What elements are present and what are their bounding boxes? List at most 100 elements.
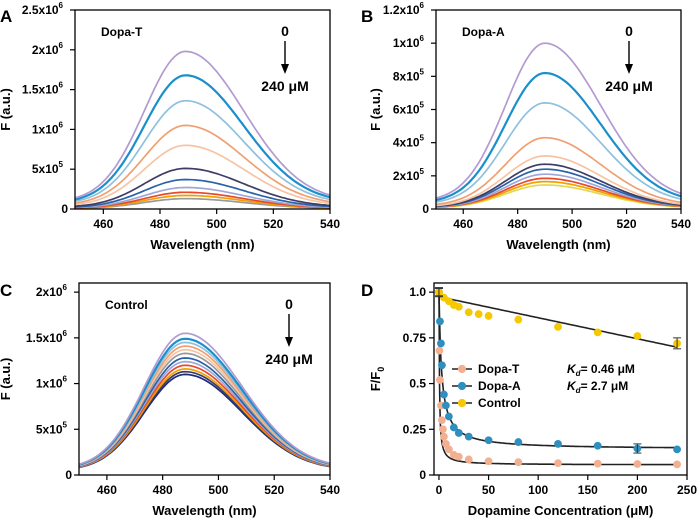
x-tick-label: 100	[528, 483, 548, 497]
sample-name: Dopa-A	[462, 25, 505, 39]
y-tick-main: 4x10	[393, 136, 420, 150]
legend-marker	[457, 364, 467, 374]
y-tick-label: 5x105	[36, 420, 68, 436]
y-tick-exponent: 5	[420, 101, 425, 110]
legend-label: Control	[478, 396, 521, 410]
kd-symbol: K	[567, 362, 577, 376]
legend-marker	[457, 398, 467, 408]
data-point	[633, 460, 642, 468]
y-tick-label: 0	[419, 468, 426, 482]
kd-annotation: Kd= 2.7 μM	[567, 379, 628, 395]
y-axis-label: F (a.u.)	[0, 358, 13, 401]
y-tick-label: 0	[65, 468, 72, 482]
panel-letter: A	[0, 7, 12, 26]
y-tick-label: 0	[422, 202, 429, 216]
y-tick-label: 0.25	[403, 422, 427, 436]
y-tick-label: 1x106	[36, 375, 68, 391]
x-tick-label: 460	[97, 483, 117, 497]
y-axis-label: F/F0	[368, 367, 386, 392]
y-tick-label: 1x106	[32, 120, 64, 136]
spectrum-curve	[74, 50, 331, 199]
y-tick-main: 5x10	[36, 422, 63, 436]
y-tick-label: 2x106	[36, 283, 68, 299]
x-tick-label: 0	[436, 483, 443, 497]
y-tick-label: 0	[61, 202, 68, 216]
y-tick-exponent: 5	[420, 67, 425, 76]
data-point	[554, 459, 562, 468]
y-tick-label: 5x105	[32, 160, 64, 176]
y-tick-exponent: 6	[59, 120, 64, 129]
data-point	[593, 459, 602, 468]
x-tick-label: 500	[207, 217, 227, 231]
data-point	[554, 440, 562, 448]
x-axis-label: Wavelength (nm)	[152, 503, 256, 518]
x-tick-label: 480	[508, 217, 528, 231]
data-point	[444, 412, 453, 421]
y-tick-label: 1x106	[393, 34, 425, 50]
data-point	[484, 312, 493, 320]
data-point	[444, 445, 453, 454]
x-tick-label: 540	[320, 483, 340, 497]
y-tick-main: 1x10	[32, 122, 59, 136]
spectrum-curve	[435, 102, 682, 203]
arrow-start-label: 0	[281, 23, 289, 39]
arrow-head	[625, 64, 633, 74]
data-point	[593, 441, 602, 450]
data-point	[437, 339, 445, 348]
data-point	[514, 438, 523, 446]
kd-subscript: d	[576, 369, 582, 378]
arrow-start-label: 0	[625, 23, 633, 39]
plot-frame	[78, 282, 331, 476]
y-tick-main: 2.5x10	[22, 3, 59, 17]
fit-line	[438, 295, 678, 348]
panel-D: D 0 50 100 150 200 250 0 0.25 0.5 0.75 1.0 Dopamine …	[361, 281, 697, 518]
y-tick-main: 0	[61, 202, 68, 216]
y-tick-label: 6x105	[393, 101, 425, 117]
x-tick-label: 520	[264, 483, 284, 497]
kd-symbol: K	[567, 379, 577, 393]
x-tick-label: 520	[263, 217, 283, 231]
y-tick-main: 8x10	[393, 69, 420, 83]
sample-name: Dopa-T	[101, 25, 143, 39]
spectrum-curve	[74, 124, 331, 204]
y-tick-main: 2x10	[393, 169, 420, 183]
y-tick-main: 1x10	[36, 377, 63, 391]
data-point	[435, 346, 444, 355]
y-tick-main: 2x10	[32, 43, 59, 57]
x-tick-label: 500	[562, 217, 582, 231]
data-point	[436, 376, 444, 384]
x-axis-label: Wavelength (nm)	[150, 237, 254, 252]
data-point	[449, 423, 458, 432]
y-tick-main: 1.5x10	[26, 331, 63, 345]
data-point	[464, 308, 473, 317]
y-tick-exponent: 5	[63, 420, 68, 429]
x-tick-label: 540	[320, 217, 340, 231]
spectrum-curve	[435, 173, 682, 208]
y-tick-main: 0	[422, 202, 429, 216]
y-tick-exponent: 6	[63, 283, 68, 292]
panel-letter: B	[361, 7, 373, 26]
data-point	[484, 457, 493, 466]
data-point	[439, 425, 447, 434]
x-tick-label: 520	[617, 217, 637, 231]
y-tick-main: 0	[65, 468, 72, 482]
fit-line	[438, 292, 678, 449]
spectrum-curve	[74, 178, 331, 208]
x-tick-label: 200	[627, 483, 647, 497]
y-axis-label-main: F/F	[368, 372, 383, 392]
y-tick-label: 8x105	[393, 67, 425, 83]
data-point	[633, 332, 642, 340]
data-point	[474, 310, 483, 318]
data-point	[440, 390, 448, 399]
x-tick-label: 50	[482, 483, 496, 497]
y-tick-label: 2x105	[393, 167, 425, 183]
x-tick-label: 150	[578, 483, 598, 497]
data-point	[514, 458, 523, 467]
arrow-end-label: 240 μM	[605, 78, 652, 94]
y-axis-label: F (a.u.)	[368, 88, 383, 131]
x-tick-label: 480	[150, 217, 170, 231]
spectrum-curve	[74, 74, 331, 201]
x-tick-label: 480	[153, 483, 173, 497]
